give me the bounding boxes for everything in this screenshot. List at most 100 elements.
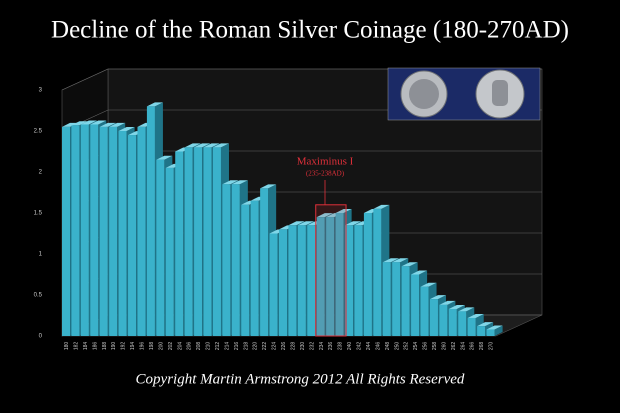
bar (382, 262, 391, 336)
bar-top (222, 180, 239, 185)
highlight (315, 204, 347, 337)
x-tick-label: 224 (272, 342, 278, 351)
x-tick-label: 262 (451, 342, 457, 351)
bar (128, 135, 137, 336)
y-tick-label: 3 (39, 88, 43, 94)
bar (156, 159, 165, 336)
bar (363, 213, 372, 336)
x-tick-label: 246 (375, 342, 381, 351)
x-tick-label: 252 (404, 342, 410, 351)
bar (269, 233, 278, 336)
bar (458, 311, 467, 336)
bar (420, 286, 429, 336)
y-tick-label: 0.5 (34, 293, 43, 299)
bar (146, 106, 155, 337)
x-tick-label: 236 (328, 342, 334, 351)
coin-image (387, 67, 541, 121)
bar-top (156, 155, 173, 160)
bar-top (458, 307, 475, 312)
bar (486, 329, 495, 336)
bar-top (297, 221, 314, 226)
y-tick-label: 1 (39, 252, 43, 258)
plot-area: 0 0.5 1 1.5 2 2.5 3 180 182 184 186 188 190 192 194 196… (34, 68, 543, 351)
x-tick-label: 182 (73, 342, 79, 351)
bar (137, 126, 146, 337)
bar-top (316, 213, 333, 218)
bar-top (80, 120, 97, 125)
bar (326, 217, 335, 336)
x-tick-label: 242 (357, 342, 363, 351)
bar (411, 274, 420, 336)
x-tick-label: 254 (413, 342, 419, 351)
bar (62, 126, 71, 337)
bar (80, 124, 89, 336)
bar-top (373, 204, 390, 209)
bar-top (62, 122, 79, 127)
bar-top (429, 295, 446, 300)
x-tick-label: 212 (215, 342, 221, 351)
x-tick-label: 194 (130, 342, 136, 351)
x-tick-label: 188 (102, 342, 108, 351)
x-tick-label: 206 (187, 342, 193, 351)
bar (354, 225, 363, 336)
x-tick-label: 232 (309, 342, 315, 351)
bar-top (448, 304, 465, 309)
bar-top (146, 102, 163, 107)
bar (184, 147, 193, 336)
x-tick-label: 270 (489, 342, 495, 351)
bar-top (411, 270, 428, 275)
bar-top (71, 121, 88, 126)
bar-side (494, 325, 503, 336)
x-tick-label: 222 (262, 342, 268, 351)
bar-top (260, 184, 277, 189)
bar (439, 304, 448, 336)
x-tick-label: 192 (121, 342, 127, 351)
x-tick-label: 204 (177, 342, 183, 351)
annotation: Maximinus I (297, 156, 354, 168)
y-tick-label: 2.5 (34, 129, 43, 135)
x-tick-label: 196 (140, 342, 146, 351)
bar (392, 262, 401, 336)
bar-top (118, 127, 135, 131)
bar (165, 167, 174, 336)
x-tick-label: 216 (234, 342, 240, 351)
bar-top (477, 322, 494, 327)
bar (279, 229, 288, 336)
bar (297, 225, 306, 336)
x-tick-label: 244 (366, 342, 372, 351)
x-tick-label: 214 (224, 342, 230, 351)
bar (401, 266, 410, 336)
bar-top (194, 143, 211, 148)
x-tick-label: 202 (168, 342, 174, 351)
x-tick-label: 180 (64, 342, 70, 351)
bar (467, 317, 476, 336)
bar (90, 124, 99, 336)
x-tick-label: 210 (206, 342, 212, 351)
x-tick-label: 208 (196, 342, 202, 351)
bar (373, 208, 382, 336)
x-tick-label: 226 (281, 342, 287, 351)
bar-top (90, 120, 107, 125)
bar-top (212, 143, 229, 148)
x-tick-label: 230 (300, 342, 306, 351)
bar (345, 225, 354, 336)
x-tick-label: 220 (253, 342, 259, 351)
bar (118, 131, 127, 336)
x-tick-label: 218 (243, 342, 249, 351)
bar (477, 326, 486, 336)
bar-top (231, 180, 248, 185)
x-tick-label: 250 (394, 342, 400, 351)
copyright: Copyright Martin Armstrong 2012 All Righ… (136, 371, 465, 387)
bar-top (109, 122, 126, 127)
bar-top (382, 258, 399, 263)
bar (99, 126, 108, 337)
bar (335, 213, 344, 336)
x-tick-label: 264 (460, 342, 466, 351)
bar (203, 147, 212, 336)
bar (212, 147, 221, 336)
bar (231, 184, 240, 336)
bar (316, 217, 325, 336)
x-tick-label: 266 (470, 342, 476, 351)
bar (288, 225, 297, 336)
x-tick-label: 240 (347, 342, 353, 351)
